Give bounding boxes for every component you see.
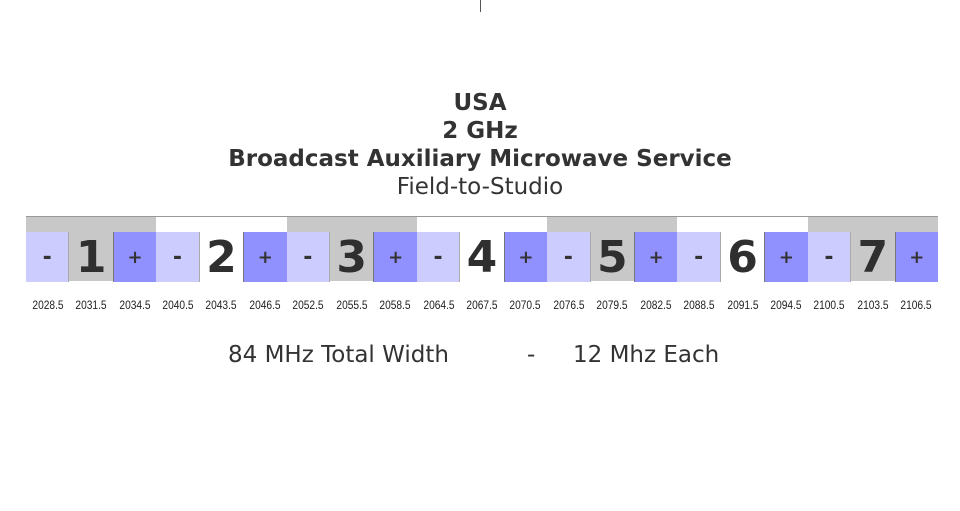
channel-1: -1 + — [26, 216, 157, 283]
title-country: USA — [453, 90, 507, 116]
frequency-label: 2055.5 — [336, 298, 368, 312]
channel-5: -5 + — [547, 216, 678, 283]
frequency-label: 2106.5 — [900, 298, 932, 312]
frequency-label: 2070.5 — [509, 298, 542, 312]
plus-cell: + — [764, 232, 808, 282]
plus-cell: + — [894, 232, 938, 282]
frequency-label: 2088.5 — [683, 298, 715, 312]
minus-cell: - — [807, 232, 852, 282]
frequency-label: 2040.5 — [162, 298, 194, 312]
channel-2: -2 + — [156, 216, 287, 283]
frequency-label: 2082.5 — [640, 298, 672, 312]
minus-cell: - — [416, 232, 461, 282]
channel-3: -3 + — [286, 216, 417, 283]
plus-cell: + — [503, 232, 548, 282]
minus-cell: - — [677, 232, 721, 282]
minus-cell: - — [286, 232, 330, 282]
minus-cell: - — [26, 232, 70, 282]
channel-4: -4 + — [416, 216, 548, 283]
channel-7: -7 + — [807, 216, 938, 283]
minus-cell: - — [156, 232, 200, 282]
channel-6: -6 + — [677, 216, 808, 283]
channel-number: 7 — [857, 231, 889, 283]
footer-separator: - — [527, 342, 536, 368]
frequency-label: 2079.5 — [596, 298, 628, 312]
plus-cell: + — [633, 232, 678, 282]
frequency-label: 2064.5 — [422, 298, 455, 312]
frequency-label: 2091.5 — [726, 298, 759, 312]
frequency-label: 2058.5 — [379, 298, 411, 312]
channel-number: 3 — [336, 231, 367, 283]
frequency-label: 2103.5 — [857, 298, 889, 312]
frequency-label: 2043.5 — [205, 298, 238, 312]
channel-band: -1 + -2 + -3 + -4 + -5 + -6 + -7 + — [26, 216, 938, 283]
plus-cell: + — [112, 232, 157, 282]
frequency-label: 2031.5 — [75, 298, 107, 312]
channel-number: 2 — [206, 231, 237, 283]
title-band: 2 GHz — [442, 118, 518, 144]
title-subtitle: Field-to-Studio — [396, 174, 564, 200]
channel-number: 6 — [727, 231, 758, 283]
frequency-label: 2046.5 — [249, 298, 281, 312]
footer-each-width: 12 Mhz Each — [573, 342, 720, 368]
channel-number: 1 — [75, 231, 107, 283]
channel-number: 4 — [466, 231, 498, 283]
frequency-label: 2028.5 — [32, 298, 64, 312]
channel-number: 5 — [596, 231, 628, 283]
frequency-label: 2067.5 — [466, 298, 498, 312]
center-tick-mark — [480, 0, 481, 12]
frequency-label: 2034.5 — [118, 298, 151, 312]
plus-cell: + — [373, 232, 417, 282]
plus-cell: + — [243, 232, 287, 282]
footer-total-width: 84 MHz Total Width — [228, 342, 449, 368]
title-service: Broadcast Auxiliary Microwave Service — [228, 146, 732, 172]
minus-cell: - — [547, 232, 591, 282]
frequency-label: 2100.5 — [813, 298, 846, 312]
frequency-label: 2052.5 — [292, 298, 324, 312]
frequency-label: 2076.5 — [553, 298, 585, 312]
frequency-label: 2094.5 — [770, 298, 802, 312]
